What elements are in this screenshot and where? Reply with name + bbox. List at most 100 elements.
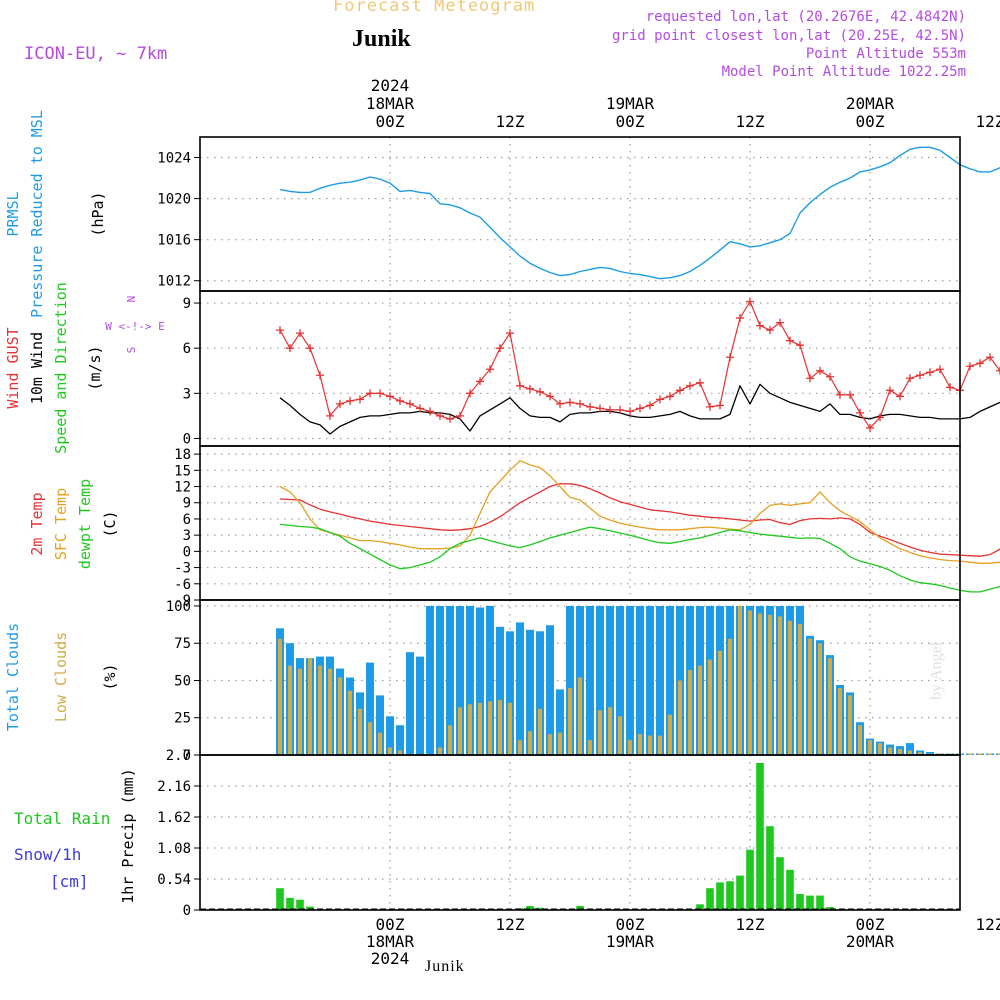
wind-gust-marker	[326, 411, 334, 420]
wind-gust-marker	[286, 344, 294, 353]
top-time-label: 00Z	[376, 112, 405, 131]
wind-gust-marker	[826, 372, 834, 381]
total-cloud-bar	[526, 629, 534, 755]
clouds-ytick-label: 100	[166, 599, 191, 615]
temperature-ytick-label: 15	[174, 463, 191, 479]
rain-bar	[576, 906, 584, 910]
model-label: ICON-EU, ~ 7km	[24, 44, 168, 64]
bottom-time-label: 20MAR	[846, 932, 895, 951]
low-cloud-bar	[988, 753, 992, 755]
pressure-msl-label: Pressure Reduced to MSL	[28, 110, 46, 318]
low-cloud-bar	[818, 643, 822, 755]
requested-coords: requested lon,lat (20.2676E, 42.4842N)	[645, 9, 966, 25]
low-cloud-bar	[848, 695, 852, 755]
precip-ytick-label: 0	[183, 903, 191, 919]
model-altitude: Model Point Altitude 1022.25m	[721, 64, 966, 80]
total-cloud-bar	[556, 689, 564, 755]
pressure-frame	[199, 136, 961, 292]
snow-label: Snow/1h	[14, 845, 81, 864]
low-cloud-bar	[378, 732, 382, 755]
low-cloud-bar	[698, 665, 702, 755]
rain-bar	[526, 906, 534, 910]
rain-bar	[696, 904, 704, 910]
wind-gust-marker	[856, 408, 864, 417]
low-cloud-bar	[278, 638, 282, 756]
top-time-label: 00Z	[616, 112, 645, 131]
wind-gust-marker	[896, 392, 904, 401]
low-cloud-bar	[618, 716, 622, 756]
low-cloud-bar	[608, 707, 612, 755]
rain-bar	[776, 857, 784, 910]
low-cloud-bar	[648, 735, 652, 755]
wind-gust-marker	[366, 389, 374, 398]
wind-gust-marker	[726, 353, 734, 362]
total-cloud-bar	[906, 743, 914, 755]
total-cloud-bar	[616, 606, 624, 755]
rain-bar	[286, 897, 294, 910]
wind-gust-marker	[836, 390, 844, 399]
low-cloud-bar	[358, 708, 362, 755]
low-cloud-bar	[498, 699, 502, 755]
wind-ytick-label: 0	[183, 431, 191, 447]
pressure-ytick-label: 1024	[157, 151, 191, 167]
panels-group: 1012 1016 1020 1024 PRMSL Pressure Reduced to…	[4, 76, 1000, 968]
temp-dewpt-label: dewpt Temp	[76, 479, 94, 569]
low-cloud-bar	[868, 740, 872, 755]
wind-unit-label: (m/s)	[86, 345, 104, 390]
total-cloud-bar	[626, 606, 634, 755]
top-time-label: 18MAR	[366, 94, 415, 113]
total-clouds-label: Total Clouds	[4, 623, 22, 731]
top-time-label: 12Z	[976, 112, 1000, 131]
low-cloud-bar	[288, 665, 292, 755]
total-cloud-bar	[646, 606, 654, 755]
meteogram-title: Forecast Meteogram	[333, 0, 536, 16]
wind-gust-marker	[406, 399, 414, 408]
wind-speed-line	[279, 383, 1000, 435]
watermark: by Angel	[928, 641, 945, 700]
wind-gust-marker	[646, 401, 654, 410]
low-cloud-bar	[788, 620, 792, 755]
pressure-line	[279, 146, 1000, 280]
wind-gust-marker	[426, 407, 434, 416]
temperature-ytick-label: 9	[183, 496, 191, 512]
wind-gust-marker	[556, 399, 564, 408]
wind-gust-marker	[476, 377, 484, 386]
low-cloud-bar	[538, 708, 542, 755]
precip-ytick-label: 1.08	[157, 841, 191, 857]
precip-frame	[199, 754, 961, 911]
wind-gust-marker	[686, 381, 694, 390]
low-cloud-bar	[738, 606, 742, 755]
temperature-ytick-label: 0	[183, 544, 191, 560]
wind-gust-marker	[456, 411, 464, 420]
total-cloud-bar	[656, 606, 664, 755]
wind-gust-marker	[716, 401, 724, 410]
total-cloud-bar	[416, 656, 424, 755]
wind-gust-marker	[706, 402, 714, 411]
wind-gust-marker	[996, 366, 1000, 375]
total-cloud-bar	[386, 716, 394, 756]
wind-gust-marker	[656, 395, 664, 404]
low-cloud-bar	[548, 734, 552, 755]
total-cloud-bar	[396, 725, 404, 755]
rain-bar	[536, 907, 544, 910]
wind-gust-marker	[946, 383, 954, 392]
precip-ytick-label: 1.62	[157, 810, 191, 826]
wind-gust-marker	[866, 423, 874, 432]
temp-sfc-line	[279, 459, 1000, 564]
low-cloud-bar	[678, 680, 682, 755]
clouds-ytick-label: 25	[174, 711, 191, 727]
clouds-ytick-label: 75	[174, 636, 191, 652]
total-cloud-bar	[496, 626, 504, 755]
grid-point-coords: grid point closest lon,lat (20.25E, 42.5…	[611, 28, 966, 44]
total-cloud-bar	[446, 606, 454, 755]
temperature-ytick-label: 18	[174, 447, 191, 463]
total-cloud-bar	[536, 631, 544, 755]
wind-gust-marker	[606, 405, 614, 414]
low-cloud-bar	[508, 702, 512, 755]
pressure-panel: 1012 1016 1020 1024	[157, 137, 1000, 291]
rain-bar	[786, 869, 794, 910]
compass-s-label: S	[125, 347, 138, 354]
wind-10m-label: 10m Wind	[28, 332, 46, 404]
wind-gust-marker	[736, 314, 744, 323]
